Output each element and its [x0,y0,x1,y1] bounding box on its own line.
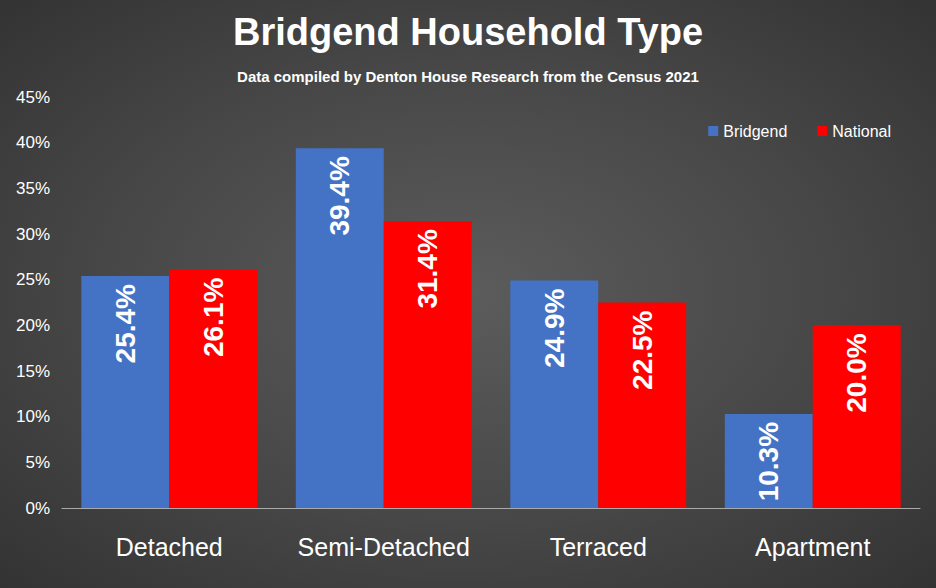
svg-text:45%: 45% [16,88,50,107]
svg-text:22.5%: 22.5% [627,310,658,389]
svg-text:Detached: Detached [116,533,223,561]
svg-text:5%: 5% [25,453,50,472]
svg-text:Data compiled by Denton House: Data compiled by Denton House Research f… [237,68,699,85]
svg-text:Bridgend: Bridgend [723,123,787,140]
svg-text:35%: 35% [16,179,50,198]
svg-text:Bridgend Household Type: Bridgend Household Type [233,11,703,53]
svg-text:20%: 20% [16,316,50,335]
svg-text:Terraced: Terraced [550,533,647,561]
svg-text:40%: 40% [16,133,50,152]
svg-text:26.1%: 26.1% [198,278,229,357]
svg-text:0%: 0% [25,499,50,518]
svg-text:31.4%: 31.4% [412,229,443,308]
svg-text:30%: 30% [16,225,50,244]
svg-text:15%: 15% [16,362,50,381]
svg-text:25%: 25% [16,270,50,289]
svg-text:10.3%: 10.3% [753,422,784,501]
svg-text:Semi-Detached: Semi-Detached [298,533,470,561]
svg-text:39.4%: 39.4% [324,156,355,235]
svg-text:10%: 10% [16,407,50,426]
svg-text:Apartment: Apartment [755,533,870,561]
svg-text:25.4%: 25.4% [110,284,141,363]
svg-text:National: National [832,123,891,140]
svg-text:24.9%: 24.9% [539,288,570,367]
svg-text:20.0%: 20.0% [841,333,872,412]
